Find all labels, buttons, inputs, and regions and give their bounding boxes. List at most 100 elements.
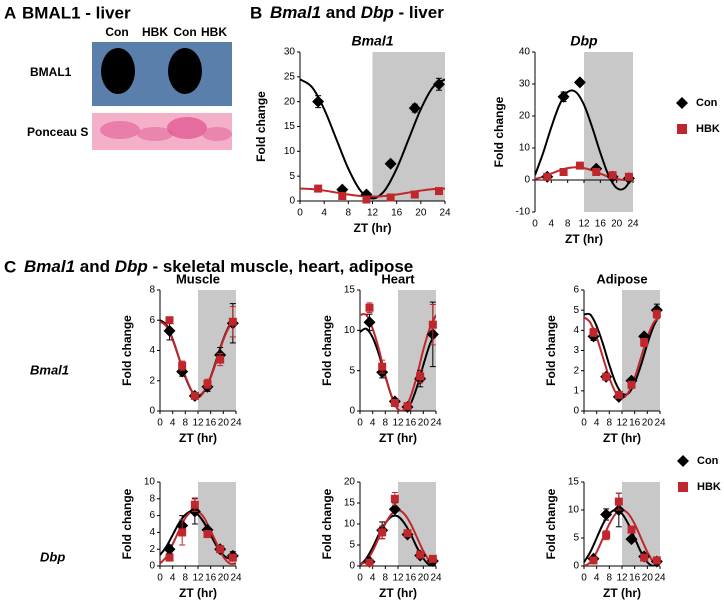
y-tick-label: 2 (149, 375, 155, 386)
y-tick-label: -10 (516, 207, 531, 218)
x-tick-label: 24 (439, 208, 451, 219)
y-tick-label: 5 (349, 540, 355, 551)
x-tick-label: 24 (230, 418, 242, 429)
point (363, 316, 376, 329)
title-part: Bmal1 (24, 257, 75, 276)
x-tick-label: 16 (405, 418, 417, 429)
x-tick-label: 4 (170, 418, 176, 429)
fit-curve (300, 187, 445, 198)
point (543, 172, 552, 181)
x-tick-label: 16 (629, 418, 641, 429)
y-axis-label: Fold change (320, 315, 334, 386)
legend-marker (677, 455, 689, 467)
y-tick-label: 20 (519, 111, 531, 122)
point (338, 192, 347, 201)
point (163, 543, 176, 556)
x-tick-label: 24 (430, 573, 442, 584)
x-tick-label: 16 (205, 418, 217, 429)
point (165, 553, 174, 562)
point (416, 550, 425, 559)
point (614, 497, 623, 506)
legend-label: HBK (697, 481, 721, 493)
y-axis-label: Fold change (320, 488, 334, 559)
column-title: Adipose (596, 271, 647, 286)
y-tick-label: 20 (284, 96, 296, 107)
y-tick-label: 0 (524, 175, 530, 186)
y-tick-label: 2 (149, 544, 155, 555)
x-tick-label: 20 (218, 573, 230, 584)
point (408, 102, 421, 115)
x-tick-label: 20 (642, 573, 654, 584)
panel-title: Bmal1 and Dbp - liver (270, 3, 444, 22)
x-tick-label: 8 (346, 208, 352, 219)
y-axis-label: Fold change (492, 96, 506, 167)
y-tick-label: 0 (349, 406, 355, 417)
y-tick-label: 10 (344, 519, 356, 530)
point (362, 195, 371, 204)
y-tick-label: 30 (519, 79, 531, 90)
x-tick-label: 8 (607, 573, 613, 584)
x-tick-label: 24 (430, 418, 442, 429)
y-tick-label: 15 (568, 477, 580, 488)
x-axis-label: ZT (hr) (379, 431, 417, 445)
point (163, 324, 176, 337)
point (228, 553, 237, 562)
legend-item: Con (677, 455, 719, 467)
x-tick-label: 4 (594, 418, 600, 429)
x-axis-label: ZT (hr) (354, 221, 392, 235)
y-tick-label: 5 (573, 533, 579, 544)
point (428, 554, 437, 563)
point (203, 379, 212, 388)
legend-label: HBK (696, 123, 720, 135)
x-tick-label: 4 (549, 219, 555, 230)
y-tick-label: 8 (149, 285, 155, 296)
row-label: Dbp (40, 549, 65, 564)
y-tick-label: 20 (344, 477, 356, 488)
column-title: Heart (381, 271, 415, 286)
x-tick-label: 0 (297, 208, 303, 219)
point (589, 328, 598, 337)
y-tick-label: 10 (284, 146, 296, 157)
point (573, 76, 586, 89)
x-axis-label: ZT (hr) (179, 586, 217, 600)
fit-curve (584, 508, 660, 566)
x-tick-label: 16 (391, 208, 403, 219)
blot (92, 42, 232, 150)
x-tick-label: 4 (594, 573, 600, 584)
point (178, 528, 187, 537)
point (627, 380, 636, 389)
point (627, 525, 636, 534)
x-tick-label: 8 (383, 418, 389, 429)
x-tick-label: 20 (218, 418, 230, 429)
lane-label: Con (105, 25, 128, 39)
point (608, 171, 617, 180)
y-tick-label: 10 (568, 505, 580, 516)
point (652, 310, 661, 319)
ponceau-signal (167, 117, 207, 139)
x-tick-label: 24 (654, 418, 666, 429)
x-tick-label: 12 (616, 418, 628, 429)
y-tick-label: 6 (149, 315, 155, 326)
x-tick-label: 20 (418, 418, 430, 429)
lane-label: HBK (201, 25, 227, 39)
y-tick-label: 0 (573, 406, 579, 417)
chart: Bmal1 0 5 10 15 20 25 30 0 4 8 12 16 20 24 ZT (hr) Fold … (254, 33, 451, 235)
x-tick-label: 8 (607, 418, 613, 429)
point (314, 184, 323, 193)
title-part: Bmal1 (270, 3, 321, 22)
y-tick-label: 10 (519, 143, 531, 154)
x-tick-label: 12 (192, 573, 204, 584)
point (403, 402, 412, 411)
x-tick-label: 12 (192, 418, 204, 429)
point (216, 545, 225, 554)
point (640, 338, 649, 347)
x-tick-label: 20 (418, 573, 430, 584)
point (403, 529, 412, 538)
x-axis-label: ZT (hr) (603, 586, 641, 600)
dark-phase (372, 52, 445, 201)
y-axis-label: Fold change (120, 488, 134, 559)
x-tick-label: 16 (205, 573, 217, 584)
x-axis-label: ZT (hr) (603, 431, 641, 445)
dark-phase (398, 290, 436, 411)
